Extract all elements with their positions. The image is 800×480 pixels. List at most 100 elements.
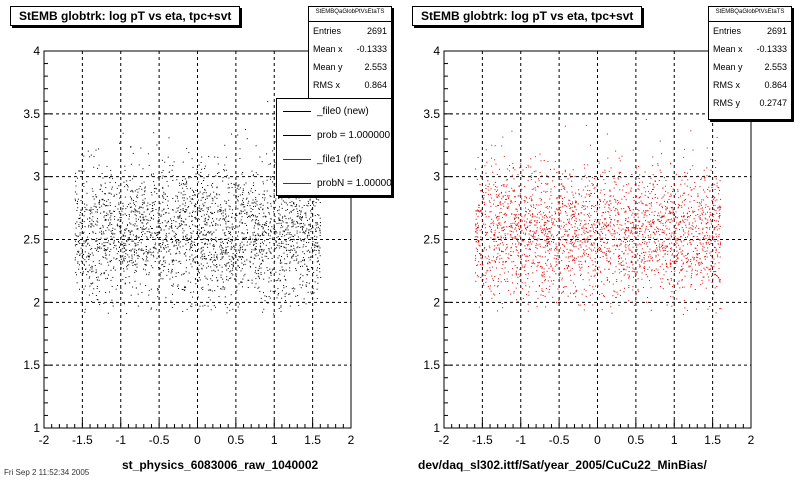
data-point — [241, 262, 243, 264]
data-point — [300, 217, 302, 219]
data-point — [494, 285, 496, 287]
data-point — [558, 203, 560, 205]
data-point — [142, 204, 144, 206]
data-point — [132, 152, 134, 154]
data-point — [491, 231, 493, 233]
data-point — [674, 244, 676, 246]
data-point — [597, 219, 599, 221]
data-point — [202, 305, 204, 307]
data-point — [177, 284, 179, 286]
data-point — [610, 303, 612, 305]
data-point — [502, 307, 504, 309]
data-point — [126, 266, 128, 268]
data-point — [502, 264, 504, 266]
data-point — [583, 253, 584, 255]
data-point — [718, 220, 719, 222]
data-point — [681, 269, 683, 271]
data-point — [299, 213, 301, 215]
data-point — [177, 272, 179, 273]
data-point — [697, 214, 699, 215]
data-point — [648, 191, 650, 193]
data-point — [79, 212, 81, 213]
data-point — [240, 281, 242, 283]
data-point — [686, 213, 688, 215]
data-point — [78, 218, 80, 220]
data-point — [202, 249, 204, 251]
data-point — [92, 190, 94, 192]
data-point — [141, 248, 143, 250]
data-point — [153, 181, 155, 183]
data-point — [246, 229, 248, 231]
data-point — [296, 230, 298, 232]
data-point — [195, 189, 197, 191]
data-point — [188, 238, 190, 240]
data-point — [661, 231, 663, 233]
data-point — [577, 256, 579, 258]
data-point — [203, 205, 205, 207]
data-point — [597, 213, 599, 215]
data-point — [720, 308, 722, 309]
data-point — [617, 177, 619, 179]
data-point — [652, 156, 654, 158]
data-point — [485, 272, 487, 274]
data-point — [312, 241, 314, 242]
data-point — [682, 250, 684, 252]
data-point — [489, 201, 491, 203]
data-point — [497, 280, 499, 282]
data-point — [624, 232, 626, 234]
data-point — [289, 261, 291, 263]
data-point — [303, 205, 305, 206]
data-point — [113, 266, 115, 268]
data-point — [147, 237, 149, 239]
data-point — [112, 305, 114, 307]
data-point — [255, 199, 257, 201]
data-point — [294, 288, 296, 290]
data-point — [620, 229, 622, 231]
data-point — [138, 208, 140, 210]
data-point — [541, 265, 543, 267]
data-point — [556, 255, 558, 257]
data-point — [487, 180, 489, 182]
data-point — [216, 197, 218, 199]
data-point — [528, 233, 530, 235]
data-point — [544, 224, 546, 226]
data-point — [602, 252, 604, 253]
data-point — [284, 246, 286, 248]
data-point — [512, 162, 514, 164]
data-point — [521, 288, 523, 290]
data-point — [171, 230, 173, 232]
data-point — [496, 258, 498, 260]
data-point — [550, 266, 552, 268]
data-point — [171, 227, 173, 229]
data-point — [308, 231, 310, 233]
data-point — [660, 211, 662, 213]
data-point — [128, 276, 130, 278]
data-point — [643, 262, 645, 264]
data-point — [497, 227, 499, 229]
data-point — [549, 237, 551, 239]
data-point — [162, 278, 164, 280]
data-point — [304, 263, 306, 265]
data-point — [186, 239, 188, 241]
data-point — [232, 266, 234, 268]
data-point — [213, 256, 215, 258]
data-point — [710, 214, 712, 216]
data-point — [520, 299, 522, 301]
data-point — [116, 258, 118, 259]
data-point — [104, 182, 106, 184]
data-point — [176, 179, 178, 181]
data-point — [292, 255, 294, 257]
data-point — [700, 284, 702, 286]
data-point — [96, 249, 97, 251]
data-point — [299, 231, 301, 233]
data-point — [267, 270, 269, 271]
data-point — [109, 222, 111, 224]
data-point — [232, 226, 234, 228]
data-point — [617, 200, 619, 201]
data-point — [127, 184, 128, 186]
data-point — [714, 241, 716, 243]
data-point — [257, 174, 259, 175]
data-point — [710, 243, 712, 244]
data-point — [517, 234, 519, 236]
data-point — [286, 233, 288, 235]
